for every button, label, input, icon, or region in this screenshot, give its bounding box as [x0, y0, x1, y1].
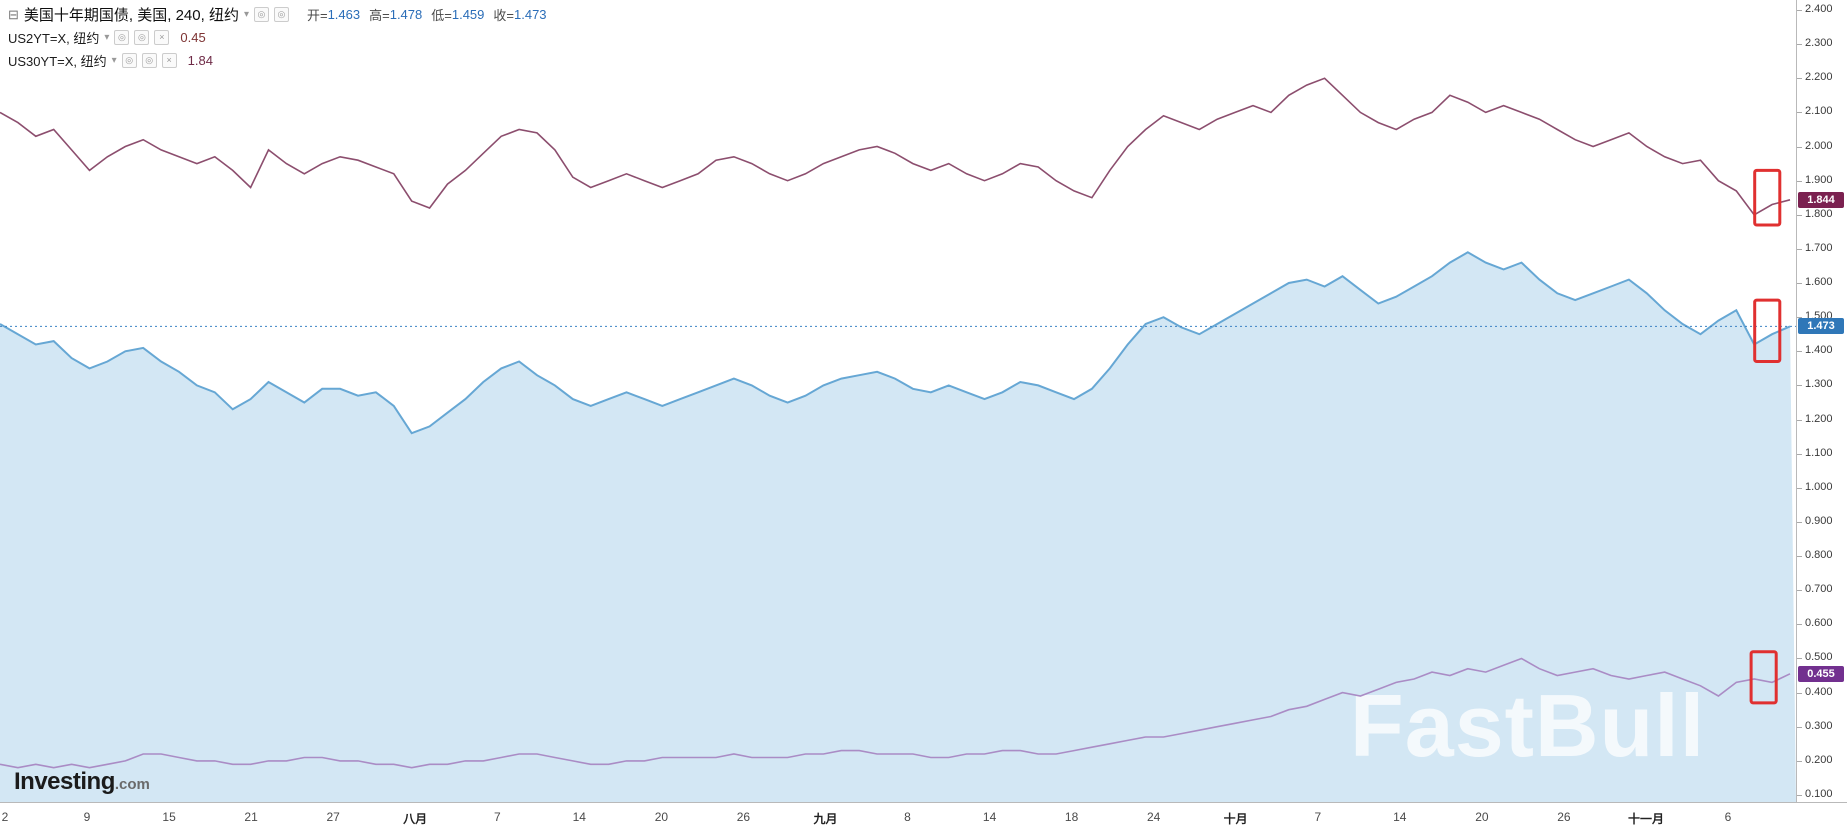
- low-value: 1.459: [451, 7, 485, 22]
- y-axis-tick: 0.200: [1797, 753, 1833, 766]
- settings-icon[interactable]: ◎: [141, 53, 157, 68]
- us10y-area: [0, 252, 1796, 802]
- y-axis-tick: 1.700: [1797, 241, 1833, 254]
- y-axis-tick: 1.100: [1797, 446, 1833, 459]
- overlay-1-title[interactable]: US30YT=X, 纽约: [8, 54, 107, 69]
- open-label: 开=: [306, 8, 328, 23]
- overlay-0-title[interactable]: US2YT=X, 纽约: [8, 31, 100, 46]
- x-axis-tick: 八月: [403, 812, 428, 826]
- us10y-price-badge: 1.473: [1798, 318, 1844, 335]
- y-axis-tick: 2.400: [1797, 3, 1833, 15]
- us30y-line: [0, 77, 1791, 216]
- y-axis-tick: 1.800: [1797, 207, 1833, 220]
- y-axis-tick: 1.200: [1797, 412, 1833, 425]
- x-axis-tick: 20: [1475, 810, 1489, 824]
- investing-logo: Investing.com: [14, 768, 150, 796]
- investing-logo-suffix: .com: [114, 776, 150, 793]
- x-axis-tick: 7: [1314, 810, 1322, 824]
- visibility-icon[interactable]: ◎: [121, 53, 137, 68]
- us30y-highlight-box[interactable]: [1753, 168, 1782, 227]
- open-value: 1.463: [327, 7, 361, 22]
- overlay-row-us2yt: US2YT=X, 纽约 ▾ ◎ ◎ × 0.45: [8, 27, 547, 48]
- x-axis-tick: 14: [572, 810, 586, 824]
- main-series-row: ⊟ 美国十年期国债, 美国, 240, 纽约 ▾ ◎ ◎ 开= 1.463 高= 1…: [8, 4, 547, 25]
- y-axis-tick: 2.100: [1797, 105, 1833, 118]
- y-axis-tick: 1.000: [1797, 480, 1833, 493]
- main-series-title[interactable]: 美国十年期国债, 美国, 240, 纽约: [23, 7, 239, 24]
- x-axis-tick: 24: [1147, 810, 1161, 824]
- y-axis-tick: 2.200: [1797, 71, 1833, 84]
- us2y-price-badge: 0.455: [1798, 665, 1844, 682]
- us10y-highlight-box[interactable]: [1753, 298, 1782, 364]
- x-axis-tick: 十一月: [1627, 812, 1665, 826]
- low-label: 低=: [431, 8, 452, 23]
- visibility-icon[interactable]: ◎: [114, 30, 130, 45]
- close-icon[interactable]: ×: [161, 53, 177, 68]
- collapse-icon[interactable]: ⊟: [8, 6, 19, 22]
- investing-logo-text: Investing: [14, 768, 115, 795]
- y-axis-tick: 0.100: [1797, 788, 1833, 800]
- x-axis-tick: 14: [982, 810, 997, 824]
- us2y-line: [0, 657, 1791, 769]
- time-axis[interactable]: 2 9 15 21 27 八月 7 14 20 26 九月 8 14 18 24 十月 7 14 20 26 十一月 6: [0, 802, 1847, 836]
- settings-icon[interactable]: ◎: [273, 7, 289, 22]
- overlay-1-value: 1.84: [187, 53, 213, 68]
- x-axis-tick: 18: [1064, 810, 1079, 824]
- x-axis-tick: 27: [326, 810, 340, 824]
- chevron-down-icon[interactable]: ▾: [111, 55, 117, 66]
- x-axis-tick: 九月: [813, 812, 838, 826]
- y-axis-tick: 1.900: [1797, 173, 1833, 186]
- fastbull-watermark: FastBull: [1350, 676, 1705, 775]
- x-axis-tick: 9: [83, 810, 91, 824]
- ohlc-readout: 开= 1.463 高= 1.478 低= 1.459 收= 1.473: [298, 5, 547, 24]
- y-axis-tick: 2.000: [1797, 139, 1833, 152]
- y-axis-tick: 1.400: [1797, 344, 1833, 357]
- y-axis-tick: 0.400: [1797, 685, 1833, 698]
- y-axis-tick: 0.500: [1797, 651, 1833, 664]
- x-axis-tick: 2: [1, 810, 9, 824]
- chart-legend: ⊟ 美国十年期国债, 美国, 240, 纽约 ▾ ◎ ◎ 开= 1.463 高= 1…: [8, 4, 547, 73]
- y-axis-tick: 1.300: [1797, 378, 1833, 391]
- us2y-highlight-box[interactable]: [1749, 650, 1778, 705]
- close-value: 1.473: [514, 7, 547, 22]
- us30y-price-badge: 1.844: [1798, 191, 1844, 208]
- x-axis-tick: 6: [1724, 810, 1732, 824]
- y-axis-tick: 2.300: [1797, 37, 1833, 50]
- chevron-down-icon[interactable]: ▾: [104, 32, 110, 43]
- price-chart-canvas[interactable]: FastBull: [0, 0, 1796, 802]
- close-icon[interactable]: ×: [154, 30, 170, 45]
- us10y-line: [0, 251, 1791, 435]
- settings-icon[interactable]: ◎: [134, 30, 150, 45]
- y-axis-tick: 1.600: [1797, 276, 1833, 289]
- close-label: 收=: [493, 8, 514, 23]
- x-axis-tick: 十月: [1223, 812, 1248, 826]
- x-axis-tick: 8: [904, 810, 911, 824]
- high-value: 1.478: [389, 7, 423, 22]
- x-axis-tick: 15: [162, 810, 176, 824]
- x-axis-tick: 7: [493, 810, 501, 824]
- overlay-row-us30yt: US30YT=X, 纽约 ▾ ◎ ◎ × 1.84: [8, 50, 547, 71]
- x-axis-tick: 14: [1393, 810, 1407, 824]
- y-axis-tick: 0.800: [1797, 549, 1833, 562]
- chevron-down-icon[interactable]: ▾: [243, 9, 249, 20]
- overlay-0-value: 0.45: [180, 30, 206, 45]
- price-axis[interactable]: 2.400 2.300 2.200 2.100 2.000 1.900 1.800 1.700…: [1796, 0, 1847, 802]
- y-axis-tick: 0.600: [1797, 617, 1833, 630]
- x-axis-tick: 26: [736, 810, 751, 824]
- y-axis-tick: 0.300: [1797, 719, 1833, 732]
- x-axis-tick: 21: [244, 810, 258, 824]
- x-axis-tick: 26: [1557, 810, 1571, 824]
- high-label: 高=: [369, 8, 390, 23]
- visibility-icon[interactable]: ◎: [253, 7, 269, 22]
- x-axis-tick: 20: [654, 810, 669, 824]
- y-axis-tick: 0.700: [1797, 583, 1833, 596]
- y-axis-tick: 0.900: [1797, 514, 1833, 527]
